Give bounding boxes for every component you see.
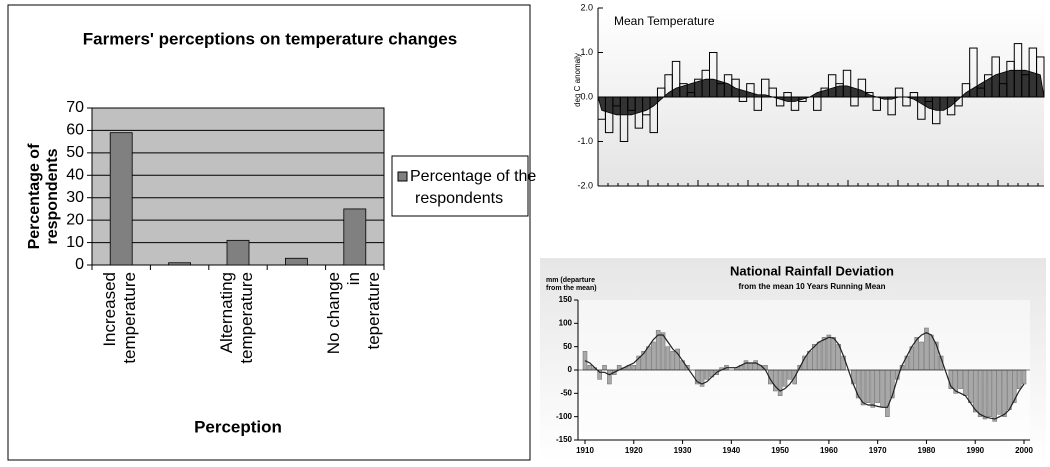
bar bbox=[343, 208, 367, 266]
y-tick-label: 0 bbox=[568, 365, 573, 374]
x-tick-label: 2000 bbox=[1015, 446, 1033, 455]
legend-swatch bbox=[397, 171, 408, 182]
rainfall-bar bbox=[982, 369, 988, 420]
y-tick-label: 2.0 bbox=[580, 2, 593, 12]
rainfall-bar bbox=[777, 369, 783, 396]
rainfall-bar bbox=[880, 369, 885, 408]
y-tick-label: -100 bbox=[556, 412, 573, 421]
y-tick-label: 150 bbox=[559, 295, 573, 304]
y-axis-label: Percentage ofrespondents bbox=[26, 143, 61, 249]
chart-title: Farmers' perceptions on temperature chan… bbox=[83, 29, 457, 48]
rainfall-bar bbox=[743, 360, 749, 371]
y-tick-label: -50 bbox=[560, 388, 572, 397]
y-tick-label: 40 bbox=[66, 167, 84, 184]
y-axis-label: mm (departure from the mean) bbox=[546, 277, 597, 292]
legend-label: Percentage of the respondents bbox=[410, 168, 536, 207]
rainfall-bar bbox=[816, 341, 822, 371]
bar bbox=[109, 132, 133, 266]
bar bbox=[226, 239, 250, 266]
x-tick-label: 1970 bbox=[869, 446, 887, 455]
rainfall-bar bbox=[841, 355, 846, 371]
rainfall-bar bbox=[1021, 369, 1027, 385]
y-tick-label: 100 bbox=[559, 318, 573, 327]
bar bbox=[284, 257, 308, 266]
bar bbox=[168, 262, 192, 266]
chart-subtitle: from the mean 10 Years Running Mean bbox=[738, 282, 885, 291]
rainfall-bar bbox=[865, 369, 871, 403]
rainfall-bar bbox=[924, 327, 929, 371]
rainfall-bar bbox=[704, 369, 710, 380]
chart-title: Mean Temperature bbox=[614, 14, 715, 28]
rainfall-bar bbox=[997, 369, 1002, 415]
rainfall-bar bbox=[885, 369, 890, 417]
x-tick-label: 1990 bbox=[966, 446, 984, 455]
rainfall-bar bbox=[821, 337, 827, 371]
rainfall-bar bbox=[1002, 369, 1007, 417]
x-tick-label: 1960 bbox=[820, 446, 838, 455]
rainfall-bar bbox=[831, 337, 837, 371]
rainfall-bar bbox=[933, 341, 939, 371]
y-tick-label: 0.0 bbox=[580, 91, 593, 101]
rainfall-bar bbox=[992, 369, 997, 422]
rainfall-bar bbox=[631, 365, 637, 371]
y-tick-label: 50 bbox=[563, 342, 572, 351]
rainfall-bar bbox=[929, 334, 934, 371]
rainfall-bar bbox=[670, 351, 676, 371]
rainfall-bar bbox=[651, 341, 656, 371]
rainfall-bar bbox=[787, 369, 793, 380]
rainfall-bar bbox=[782, 369, 788, 387]
y-tick-label: -2.0 bbox=[577, 180, 593, 190]
x-tick-label: No changeinteperature bbox=[324, 272, 383, 354]
rainfall-bar bbox=[875, 369, 880, 403]
x-tick-label: Alternatingtemperature bbox=[217, 272, 256, 364]
rainfall-bar bbox=[665, 346, 671, 371]
rainfall-bar bbox=[753, 360, 758, 371]
chart-title: National Rainfall Deviation bbox=[730, 263, 894, 278]
y-tick-label: 20 bbox=[66, 211, 84, 228]
y-tick-label: 70 bbox=[66, 99, 84, 116]
x-tick-label: 1920 bbox=[625, 446, 643, 455]
rainfall-bar bbox=[963, 369, 968, 396]
y-tick-label: -1.0 bbox=[577, 136, 593, 146]
rainfall-bar bbox=[607, 369, 612, 385]
y-tick-label: 0 bbox=[75, 256, 84, 273]
rainfall-bar bbox=[826, 334, 832, 371]
x-tick-label: 1950 bbox=[771, 446, 789, 455]
y-tick-label: 60 bbox=[66, 122, 84, 139]
plot-area bbox=[91, 107, 385, 266]
x-axis-label: Perception bbox=[194, 417, 282, 436]
rainfall-bar bbox=[602, 365, 607, 371]
rainfall-bar bbox=[919, 341, 924, 371]
y-tick-label: 50 bbox=[66, 144, 84, 161]
legend-box bbox=[391, 155, 529, 217]
rainfall-bar bbox=[646, 346, 651, 371]
x-tick-label: 1910 bbox=[576, 446, 594, 455]
x-tick-label: 1980 bbox=[918, 446, 936, 455]
running-mean-line bbox=[584, 332, 1025, 420]
rainfall-bar bbox=[977, 369, 983, 417]
y-axis-label: deg C anomaly bbox=[573, 53, 582, 107]
y-tick-label: 1.0 bbox=[580, 47, 593, 57]
rainfall-bar bbox=[987, 369, 993, 417]
x-tick-label: 1930 bbox=[674, 446, 692, 455]
x-tick-label: Increasedtemperature bbox=[101, 272, 140, 364]
rainfall-bar bbox=[968, 369, 973, 403]
y-tick-label: 30 bbox=[66, 189, 84, 206]
rainfall-bar bbox=[972, 369, 978, 413]
rainfall-bar bbox=[851, 369, 856, 385]
x-tick-label: 1940 bbox=[722, 446, 740, 455]
rainfall-bar bbox=[958, 369, 963, 389]
rainfall-bar bbox=[870, 369, 876, 408]
y-tick-label: 10 bbox=[66, 234, 84, 251]
y-tick-label: -150 bbox=[556, 435, 573, 444]
rainfall-bar bbox=[1016, 369, 1022, 389]
rainfall-bar bbox=[587, 365, 593, 371]
rainfall-bar bbox=[660, 332, 666, 371]
rainfall-bar bbox=[748, 362, 754, 371]
rainfall-bar bbox=[1007, 369, 1012, 410]
